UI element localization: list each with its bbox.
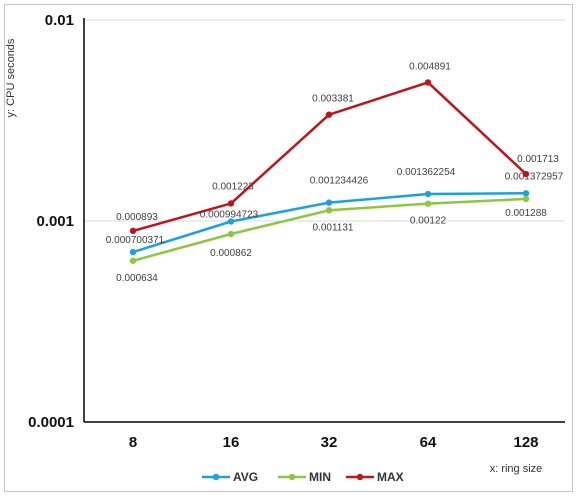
data-label-max: 0.001223 [212, 181, 254, 192]
data-point-avg [325, 199, 333, 206]
x-axis-title: x: ring size [490, 463, 543, 475]
data-label-avg: 0.001372957 [505, 171, 564, 182]
data-point-max [522, 170, 530, 178]
legend-marker-max [356, 473, 364, 481]
data-point-avg [129, 248, 137, 256]
y-tick-label: 0.01 [45, 12, 74, 29]
y-tick-label: 0.001 [36, 213, 74, 230]
data-label-max: 0.001713 [517, 154, 559, 165]
data-point-min [325, 207, 333, 214]
y-axis-title: y: CPU seconds [5, 38, 17, 117]
x-tick-label: 32 [321, 434, 338, 451]
chart-frame [4, 4, 573, 492]
x-tick-label: 128 [513, 434, 538, 451]
legend-label-min: MIN [309, 470, 331, 484]
y-tick-label: 0.0001 [28, 414, 74, 431]
legend-marker-avg [212, 473, 220, 481]
data-point-avg [227, 218, 235, 225]
x-tick-label: 8 [129, 434, 137, 451]
data-label-min: 0.000634 [116, 273, 158, 284]
data-label-max: 0.004891 [409, 61, 451, 72]
data-label-min: 0.00122 [410, 216, 447, 227]
x-tick-label: 16 [223, 434, 240, 451]
x-tick-label: 64 [420, 434, 437, 451]
legend-label-max: MAX [377, 470, 404, 484]
data-label-min: 0.001131 [313, 222, 354, 233]
legend-marker-min [288, 473, 296, 481]
data-point-max [424, 79, 432, 86]
data-point-avg [522, 190, 530, 197]
data-point-max [325, 111, 333, 118]
data-point-min [424, 200, 432, 207]
data-label-min: 0.001288 [505, 208, 547, 219]
data-label-max: 0.000893 [116, 212, 158, 223]
legend-label-avg: AVG [233, 470, 258, 484]
data-label-avg: 0.001234426 [310, 176, 369, 187]
data-point-max [227, 200, 235, 207]
data-label-avg: 0.001362254 [397, 167, 456, 178]
data-point-avg [424, 190, 432, 198]
data-label-min: 0.000862 [210, 248, 252, 259]
data-point-min [129, 257, 137, 264]
data-point-max [129, 227, 137, 235]
data-label-avg: 0.000994723 [200, 209, 259, 220]
data-point-min [522, 195, 530, 203]
data-label-avg: 0.000700371 [106, 235, 165, 246]
data-point-min [227, 230, 235, 238]
data-label-max: 0.003381 [312, 94, 354, 105]
